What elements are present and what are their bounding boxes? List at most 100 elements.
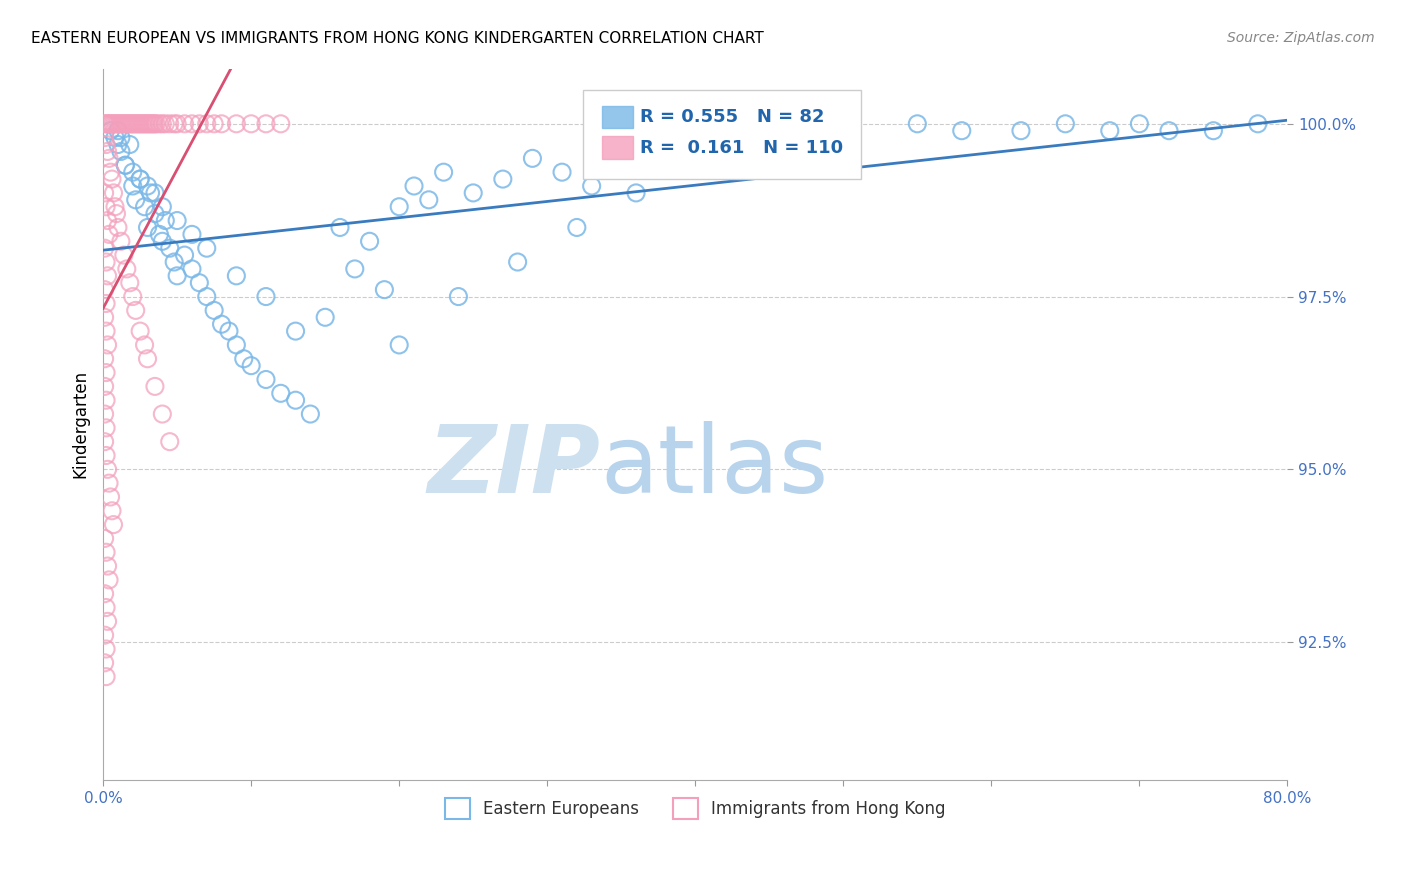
Point [173,248,195,262]
Point [93,587,115,601]
Point [121,179,143,194]
Point [159,434,181,449]
Point [97,268,120,283]
Point [108,117,131,131]
Point [610,130,633,145]
Point [359,234,381,248]
Point [94,324,117,338]
Point [97,145,120,159]
Point [148,227,170,242]
Point [125,193,148,207]
Point [155,213,177,227]
Point [129,172,152,186]
Point [98,117,121,131]
Point [93,628,115,642]
Point [447,289,470,303]
Point [136,179,159,194]
Point [98,152,121,166]
Point [94,545,117,559]
Point [100,124,122,138]
Point [93,351,115,366]
Point [714,124,737,138]
Point [225,268,247,283]
Point [103,186,125,200]
Point [100,165,122,179]
Point [101,117,124,131]
Point [121,117,143,131]
Point [104,130,127,145]
Point [150,117,173,131]
Point [112,117,135,131]
Point [97,338,120,352]
Point [159,117,181,131]
Point [284,393,307,408]
Point [150,200,173,214]
Point [202,303,225,318]
Point [211,117,233,131]
Point [93,186,115,200]
Point [94,449,117,463]
Point [143,117,166,131]
Point [115,261,138,276]
Text: ZIP: ZIP [427,421,600,513]
Point [1054,117,1077,131]
Point [110,145,132,159]
Point [136,351,159,366]
Point [388,200,411,214]
Point [654,145,676,159]
Point [103,117,125,131]
Point [98,573,121,587]
Point [93,241,115,255]
Point [136,117,159,131]
Point [905,117,928,131]
Point [314,310,336,325]
Point [136,220,159,235]
Point [105,117,128,131]
Point [103,517,125,532]
Point [1010,124,1032,138]
Point [129,172,152,186]
Point [195,117,218,131]
Point [181,261,204,276]
Point [125,303,148,318]
Point [150,234,173,248]
Point [97,213,120,227]
Point [94,200,117,214]
Point [120,117,142,131]
Point [94,296,117,310]
Point [388,338,411,352]
Point [97,117,120,131]
Point [225,338,247,352]
Point [112,248,135,262]
Point [832,130,855,145]
Text: EASTERN EUROPEAN VS IMMIGRANTS FROM HONG KONG KINDERGARTEN CORRELATION CHART: EASTERN EUROPEAN VS IMMIGRANTS FROM HONG… [31,31,763,46]
Point [93,130,115,145]
Point [141,117,163,131]
Point [107,124,129,138]
Point [218,324,240,338]
Point [98,227,121,242]
Legend: Eastern Europeans, Immigrants from Hong Kong: Eastern Europeans, Immigrants from Hong … [439,792,952,825]
Point [211,317,233,331]
Point [134,200,156,214]
Point [143,379,166,393]
Point [134,117,156,131]
Point [94,421,117,435]
Point [565,220,588,235]
Point [135,117,157,131]
Point [163,117,186,131]
Point [114,158,136,172]
Point [101,504,124,518]
Point [107,117,129,131]
Point [492,172,515,186]
Point [94,393,117,408]
Point [121,165,143,179]
Point [950,124,973,138]
Point [803,124,825,138]
Point [98,476,121,491]
Point [188,276,211,290]
Point [139,117,162,131]
Point [110,117,132,131]
Point [522,152,544,166]
Point [225,117,247,131]
